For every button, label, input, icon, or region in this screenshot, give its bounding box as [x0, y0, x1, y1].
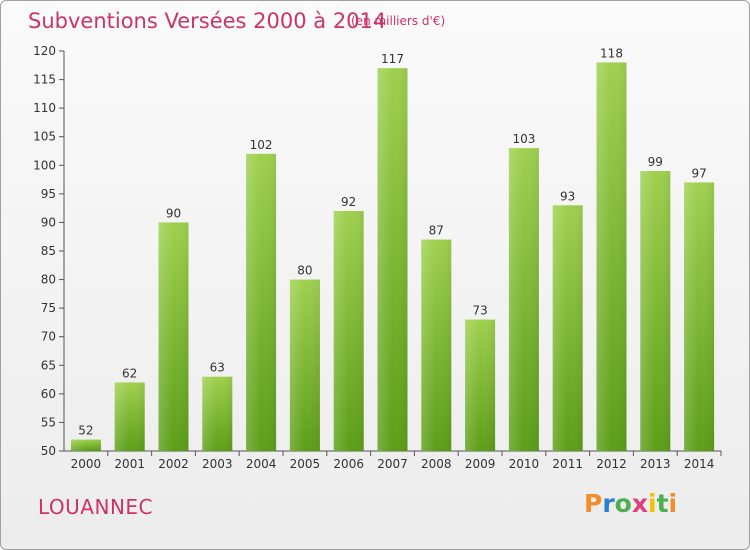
x-tick-label-2011: 2011 [552, 457, 583, 471]
y-tick-label: 65 [41, 358, 56, 372]
y-tick-label: 95 [41, 187, 56, 201]
x-tick-label-2009: 2009 [465, 457, 496, 471]
y-tick-label: 85 [41, 244, 56, 258]
bar-sheen [596, 62, 627, 452]
x-tick-label-2000: 2000 [71, 457, 102, 471]
data-label-2004: 102 [250, 138, 273, 152]
data-label-2009: 73 [472, 304, 487, 318]
y-tick-label: 60 [41, 387, 56, 401]
logo-letter: i [668, 489, 678, 518]
bar-sheen [465, 319, 496, 451]
data-label-2008: 87 [429, 224, 444, 238]
y-tick-label: 105 [33, 130, 56, 144]
bar-sheen [640, 171, 671, 451]
logo-letter: i [648, 489, 657, 518]
y-tick-label: 120 [33, 44, 56, 58]
x-tick-label-2002: 2002 [158, 457, 189, 471]
logo-letter: r [602, 489, 615, 518]
x-tick-label-2010: 2010 [509, 457, 540, 471]
y-tick-label: 90 [41, 215, 56, 229]
y-tick-label: 115 [33, 73, 56, 87]
bar-sheen [289, 279, 320, 451]
y-tick-label: 100 [33, 158, 56, 172]
data-label-2006: 92 [341, 195, 356, 209]
y-tick-label: 110 [33, 101, 56, 115]
data-label-2002: 90 [166, 206, 181, 220]
data-label-2005: 80 [297, 264, 312, 278]
data-label-2003: 63 [210, 361, 225, 375]
y-tick-label: 75 [41, 301, 56, 315]
commune-name: LOUANNEC [38, 495, 154, 519]
y-tick-label: 55 [41, 415, 56, 429]
x-tick-label-2005: 2005 [290, 457, 321, 471]
bar-sheen [552, 205, 583, 451]
y-tick-label: 80 [41, 273, 56, 287]
logo-letter: x [631, 489, 648, 518]
chart-title: Subventions Versées 2000 à 2014 [28, 9, 387, 33]
x-tick-label-2003: 2003 [202, 457, 233, 471]
x-tick-label-2013: 2013 [640, 457, 671, 471]
bar-sheen [114, 382, 145, 451]
bar-sheen [377, 68, 408, 452]
data-label-2000: 52 [78, 424, 93, 438]
data-label-2013: 99 [648, 155, 663, 169]
data-label-2010: 103 [512, 132, 535, 146]
bar-sheen [421, 239, 452, 451]
data-label-2014: 97 [691, 166, 706, 180]
logo-letter: o [614, 489, 632, 518]
bar-sheen [333, 211, 364, 451]
x-tick-label-2012: 2012 [596, 457, 627, 471]
x-tick-label-2001: 2001 [114, 457, 145, 471]
data-label-2012: 118 [600, 46, 623, 60]
data-label-2001: 62 [122, 366, 137, 380]
data-label-2007: 117 [381, 52, 404, 66]
x-tick-label-2014: 2014 [684, 457, 715, 471]
logo-letter: P [584, 489, 603, 518]
logo-letter: t [656, 489, 669, 518]
y-tick-label: 70 [41, 330, 56, 344]
bar-sheen [70, 439, 101, 451]
bar-sheen [684, 182, 715, 451]
y-tick-label: 50 [41, 444, 56, 458]
bar-sheen [202, 376, 233, 451]
x-tick-label-2004: 2004 [246, 457, 277, 471]
bar-sheen [158, 222, 189, 451]
data-label-2011: 93 [560, 189, 575, 203]
x-tick-label-2008: 2008 [421, 457, 452, 471]
x-tick-label-2006: 2006 [333, 457, 364, 471]
chart-subtitle: (en milliers d'€) [351, 14, 446, 28]
bar-sheen [246, 153, 277, 451]
proxiti-logo: Proxiti [584, 489, 677, 518]
bar-sheen [508, 148, 539, 451]
x-tick-label-2007: 2007 [377, 457, 408, 471]
